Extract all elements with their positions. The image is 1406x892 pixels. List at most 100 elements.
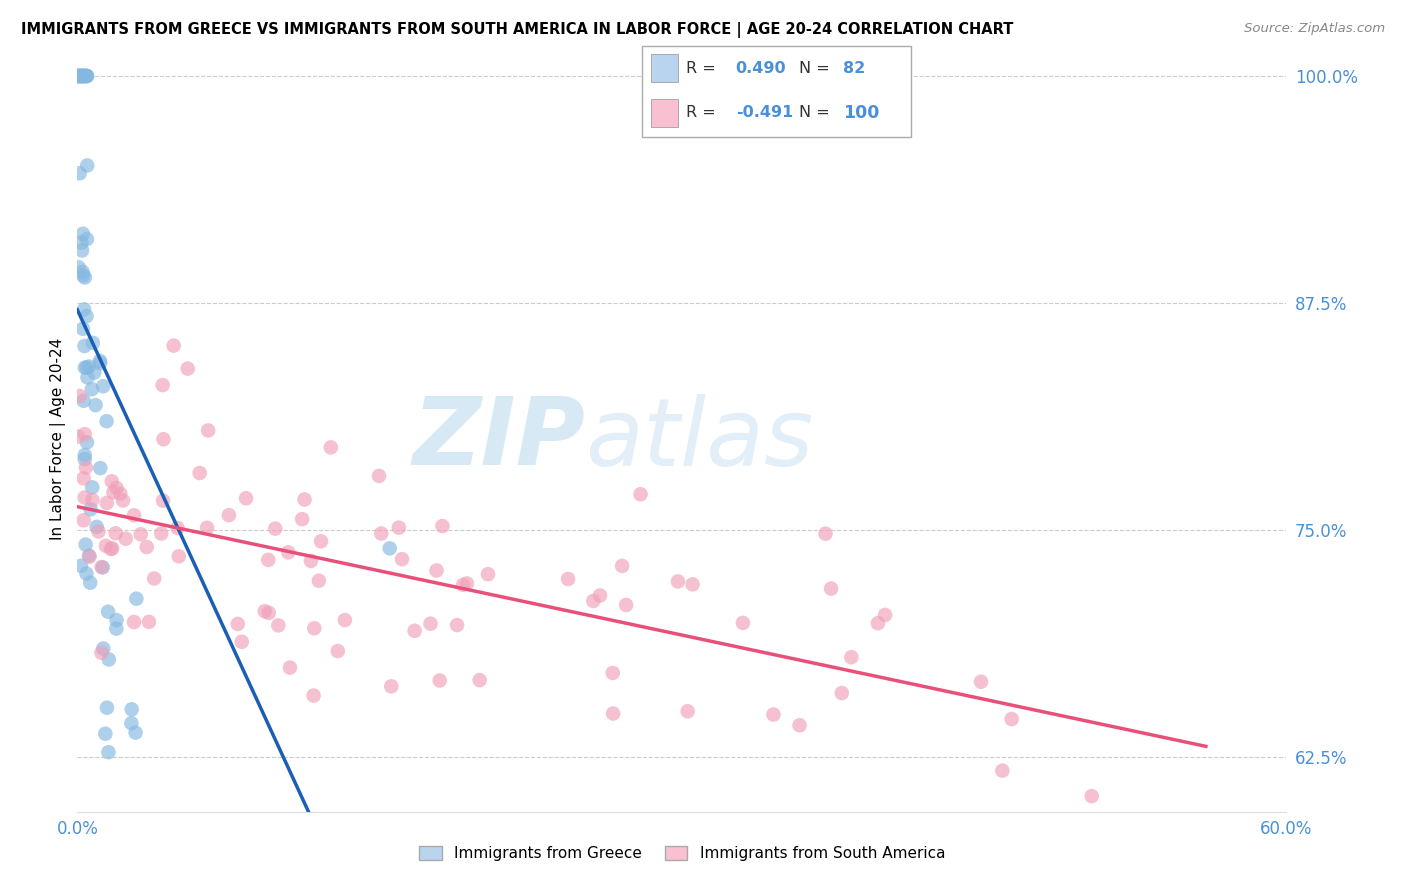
Point (309, 534, 332, 549)
Point (69, 166, 91, 180)
Point (70, 244, 93, 258)
Point (82, 480, 104, 494)
Point (75, 460, 97, 475)
Point (446, 618, 468, 632)
Point (75, 69, 97, 83)
Point (94, 727, 117, 741)
Point (582, 594, 605, 608)
Legend: Immigrants from Greece, Immigrants from South America: Immigrants from Greece, Immigrants from … (412, 839, 952, 867)
Point (80, 382, 103, 396)
Text: 82: 82 (842, 61, 865, 76)
Point (69, 69, 91, 83)
Point (100, 475, 122, 489)
Point (404, 624, 426, 638)
Point (166, 521, 188, 535)
Point (676, 704, 699, 718)
Point (138, 615, 160, 629)
Point (73, 452, 96, 467)
Point (91, 641, 114, 656)
Point (103, 485, 125, 500)
Point (235, 491, 257, 506)
Point (370, 526, 392, 541)
Point (610, 558, 633, 573)
Point (89, 354, 111, 368)
Point (72, 69, 94, 83)
Point (96, 700, 118, 714)
Point (122, 615, 145, 629)
Text: atlas: atlas (585, 393, 814, 485)
FancyBboxPatch shape (643, 45, 911, 137)
Point (666, 574, 689, 589)
Point (122, 508, 145, 523)
Point (451, 578, 474, 592)
Point (121, 702, 143, 716)
Point (86, 520, 108, 534)
Point (378, 541, 401, 556)
Bar (651, 54, 678, 82)
Point (73, 270, 96, 285)
Point (67, 69, 90, 83)
Point (79, 502, 101, 516)
Point (333, 613, 356, 627)
Point (101, 541, 124, 556)
Point (90, 646, 112, 660)
Point (76, 370, 98, 384)
Text: Source: ZipAtlas.com: Source: ZipAtlas.com (1244, 22, 1385, 36)
Point (72, 471, 94, 485)
Point (96, 496, 118, 510)
Point (72, 265, 94, 279)
Point (125, 591, 148, 606)
Point (456, 576, 478, 591)
Point (432, 519, 454, 533)
Point (97, 652, 120, 666)
Point (152, 493, 174, 508)
Point (839, 650, 862, 665)
Point (188, 466, 211, 480)
Point (630, 487, 652, 501)
Point (66, 69, 89, 83)
Point (970, 674, 993, 689)
Point (70, 69, 93, 83)
Point (75, 537, 97, 551)
Point (100, 541, 122, 556)
Point (294, 492, 316, 507)
Point (89, 461, 111, 475)
Point (1080, 789, 1102, 804)
Point (73, 69, 96, 83)
Point (468, 673, 491, 687)
Point (72, 268, 94, 283)
Point (477, 567, 499, 582)
Point (73, 393, 96, 408)
Point (84, 398, 107, 412)
Point (114, 532, 136, 546)
Point (76, 309, 98, 323)
Point (105, 481, 128, 495)
Point (391, 552, 413, 566)
Point (602, 665, 624, 680)
Point (79, 575, 101, 590)
Point (257, 553, 280, 567)
Point (89, 356, 111, 370)
Point (253, 604, 276, 618)
Point (72, 513, 94, 527)
Text: N =: N = (799, 61, 835, 76)
Point (991, 764, 1014, 778)
Point (82, 335, 104, 350)
Text: R =: R = (686, 61, 721, 76)
Point (425, 563, 447, 577)
Y-axis label: In Labor Force | Age 20-24: In Labor Force | Age 20-24 (51, 338, 66, 541)
Text: 100: 100 (842, 104, 879, 122)
Point (105, 613, 128, 627)
Point (76, 159, 98, 173)
Point (124, 725, 146, 739)
Point (77, 549, 100, 563)
Point (302, 689, 325, 703)
Point (150, 526, 173, 541)
Point (76, 69, 98, 83)
Bar (651, 99, 678, 127)
Point (326, 644, 349, 658)
Point (388, 521, 411, 535)
Point (429, 673, 451, 688)
Point (91, 379, 114, 393)
Point (267, 618, 290, 632)
